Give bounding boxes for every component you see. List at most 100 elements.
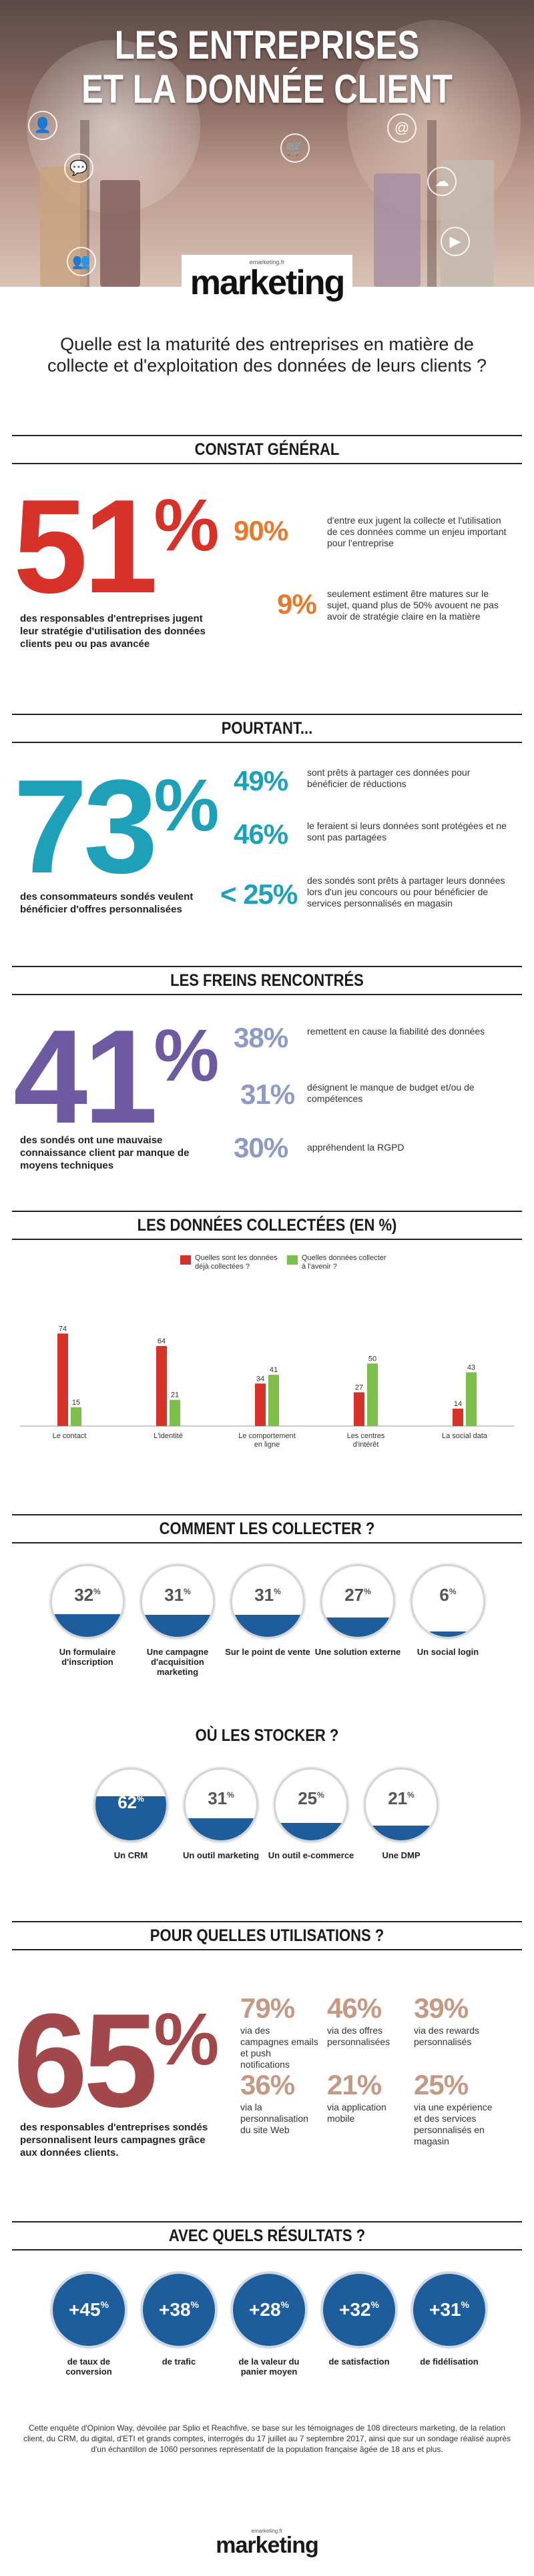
big-stat-constat: 51% — [13, 472, 220, 621]
data-label: 43 — [467, 1363, 475, 1371]
big-stat-freins: 41% — [13, 1003, 220, 1151]
data-label: 15 — [72, 1399, 80, 1407]
stat-value: 49% — [234, 765, 288, 796]
section-header-constat: CONSTAT GÉNÉRAL — [0, 435, 534, 464]
stat-value: 31% — [240, 1079, 295, 1110]
data-label: 41 — [270, 1366, 278, 1374]
legend-item-collected: Quelles sont les données déjà collectées… — [180, 1254, 280, 1271]
at-icon: @ — [387, 113, 417, 143]
hero-title-line2: ET LA DONNÉE CLIENT — [81, 67, 453, 111]
percent-value: 31% — [254, 1585, 281, 1605]
percent-circle: 62% — [93, 1768, 168, 1842]
result-circle: +28% — [230, 2271, 308, 2349]
percent-fill — [232, 1615, 303, 1637]
percent-value: 6% — [439, 1585, 457, 1605]
stat-value: 30% — [234, 1132, 288, 1163]
cloud-icon: ☁ — [427, 167, 457, 196]
stat-text: via des campagnes emails et push notific… — [240, 2025, 318, 2070]
percent-fill — [366, 1825, 437, 1840]
circle-caption: Une campagne d'acquisition marketing — [146, 1647, 209, 1677]
section-title: AVEC QUELS RÉSULTATS ? — [168, 2226, 366, 2245]
stat-value: 36% — [240, 2069, 295, 2100]
stat-text: le feraient si leurs données sont protég… — [307, 820, 507, 842]
category-label: Le contact — [53, 1432, 87, 1440]
percent-value: 25% — [298, 1788, 324, 1808]
footer-logo: emarketing.fr marketing — [216, 2528, 319, 2558]
percent-circle: 6% — [411, 1564, 485, 1639]
stat-text: via application mobile — [327, 2102, 386, 2124]
bar-chart: 74 15 Le contact 64 21 L'identité 34 41 Le compo… — [20, 1325, 514, 1449]
percent-fill — [52, 1614, 123, 1637]
data-label: 21 — [171, 1391, 179, 1399]
percent-circle: 27% — [320, 1564, 395, 1639]
stat-text: via la personnalisation du site Web — [240, 2102, 308, 2135]
percent-fill — [322, 1618, 393, 1637]
stat-value: 90% — [234, 515, 288, 546]
bar — [453, 1408, 463, 1426]
section-title: OÙ LES STOCKER ? — [195, 1726, 339, 1745]
section-header-pourtant: POURTANT... — [0, 714, 534, 743]
result-caption: de fidélisation — [420, 2357, 479, 2367]
caption-pourtant: des consommateurs sondés veulent bénéfic… — [20, 891, 194, 915]
intro-question: Quelle est la maturité des entreprises e… — [47, 334, 487, 376]
data-label: 34 — [256, 1375, 264, 1383]
user-icon: 👤 — [28, 111, 57, 140]
play-icon: ▶ — [441, 227, 470, 256]
percent-circle: 31% — [230, 1564, 305, 1639]
big-stat-pourtant: 73% — [13, 752, 220, 901]
result-value: +32% — [339, 2299, 379, 2320]
category-label: La social data — [442, 1432, 488, 1440]
logo-main-text: marketing — [190, 263, 346, 302]
stat-text: sont prêts à partager ces données pour b… — [307, 767, 471, 789]
category-label: d'intérêt — [353, 1441, 379, 1449]
result-caption: de satisfaction — [328, 2357, 390, 2367]
section-title: COMMENT LES COLLECTER ? — [159, 1519, 375, 1538]
hero-banner: 👤 💬 👥 🛒 @ ☁ ▶ LES ENTREPRISES ET LA DONN… — [0, 0, 534, 287]
caption-constat: des responsables d'entreprises jugent le… — [20, 613, 206, 650]
circle-caption: Un outil marketing — [182, 1850, 260, 1860]
section-header-stocker: OÙ LES STOCKER ? — [0, 1721, 534, 1750]
stat-value: 39% — [414, 1992, 469, 2024]
stat-text: via des rewards personnalisés — [414, 2025, 480, 2047]
section-title: CONSTAT GÉNÉRAL — [194, 440, 340, 459]
bar — [170, 1399, 180, 1426]
data-label: 27 — [355, 1383, 363, 1391]
percent-value: 27% — [344, 1585, 371, 1605]
stat-value: 21% — [327, 2069, 382, 2100]
percent-value: 32% — [74, 1585, 101, 1605]
stat-value: 46% — [234, 818, 288, 850]
data-label: 50 — [368, 1355, 376, 1363]
stat-text: via une expérience et des services perso… — [414, 2102, 493, 2146]
circle-caption: Un formulaire d'inscription — [59, 1647, 116, 1667]
circle-caption: Un CRM — [113, 1850, 148, 1860]
percent-fill — [276, 1822, 346, 1840]
stat-text: seulement estiment être matures sur le s… — [327, 588, 499, 622]
result-circle: +32% — [320, 2271, 398, 2349]
section-header-resultats: AVEC QUELS RÉSULTATS ? — [0, 2221, 534, 2250]
category-label: en ligne — [254, 1441, 280, 1449]
data-label: 74 — [59, 1325, 67, 1333]
cart-icon: 🛒 — [280, 133, 310, 163]
circle-caption: Sur le point de vente — [225, 1647, 310, 1657]
percent-circle: 31% — [140, 1564, 215, 1639]
chat-icon: 💬 — [64, 153, 93, 183]
big-stat-utilisations: 65% — [13, 1986, 220, 2135]
section-header-freins: LES FREINS RENCONTRÉS — [0, 966, 534, 995]
stat-value: 46% — [327, 1992, 382, 2024]
result-value: +31% — [429, 2299, 469, 2320]
section-header-collectees: LES DONNÉES COLLECTÉES (EN %) — [0, 1211, 534, 1240]
percent-value: 21% — [388, 1788, 415, 1808]
bar — [268, 1375, 279, 1426]
bar — [255, 1383, 266, 1426]
result-circle: +45% — [50, 2271, 127, 2349]
section-title: POUR QUELLES UTILISATIONS ? — [150, 1926, 384, 1945]
category-label: Les centres — [347, 1432, 385, 1440]
circle-caption: Un social login — [417, 1647, 479, 1657]
stat-text: appréhendent la RGPD — [307, 1142, 405, 1153]
result-caption: de trafic — [162, 2357, 196, 2367]
result-value: +38% — [159, 2299, 199, 2320]
circle-caption: Une DMP — [382, 1850, 421, 1860]
bar — [57, 1333, 68, 1426]
hero-title-line1: LES ENTREPRISES — [114, 23, 420, 67]
section-title: LES DONNÉES COLLECTÉES (EN %) — [137, 1216, 397, 1235]
